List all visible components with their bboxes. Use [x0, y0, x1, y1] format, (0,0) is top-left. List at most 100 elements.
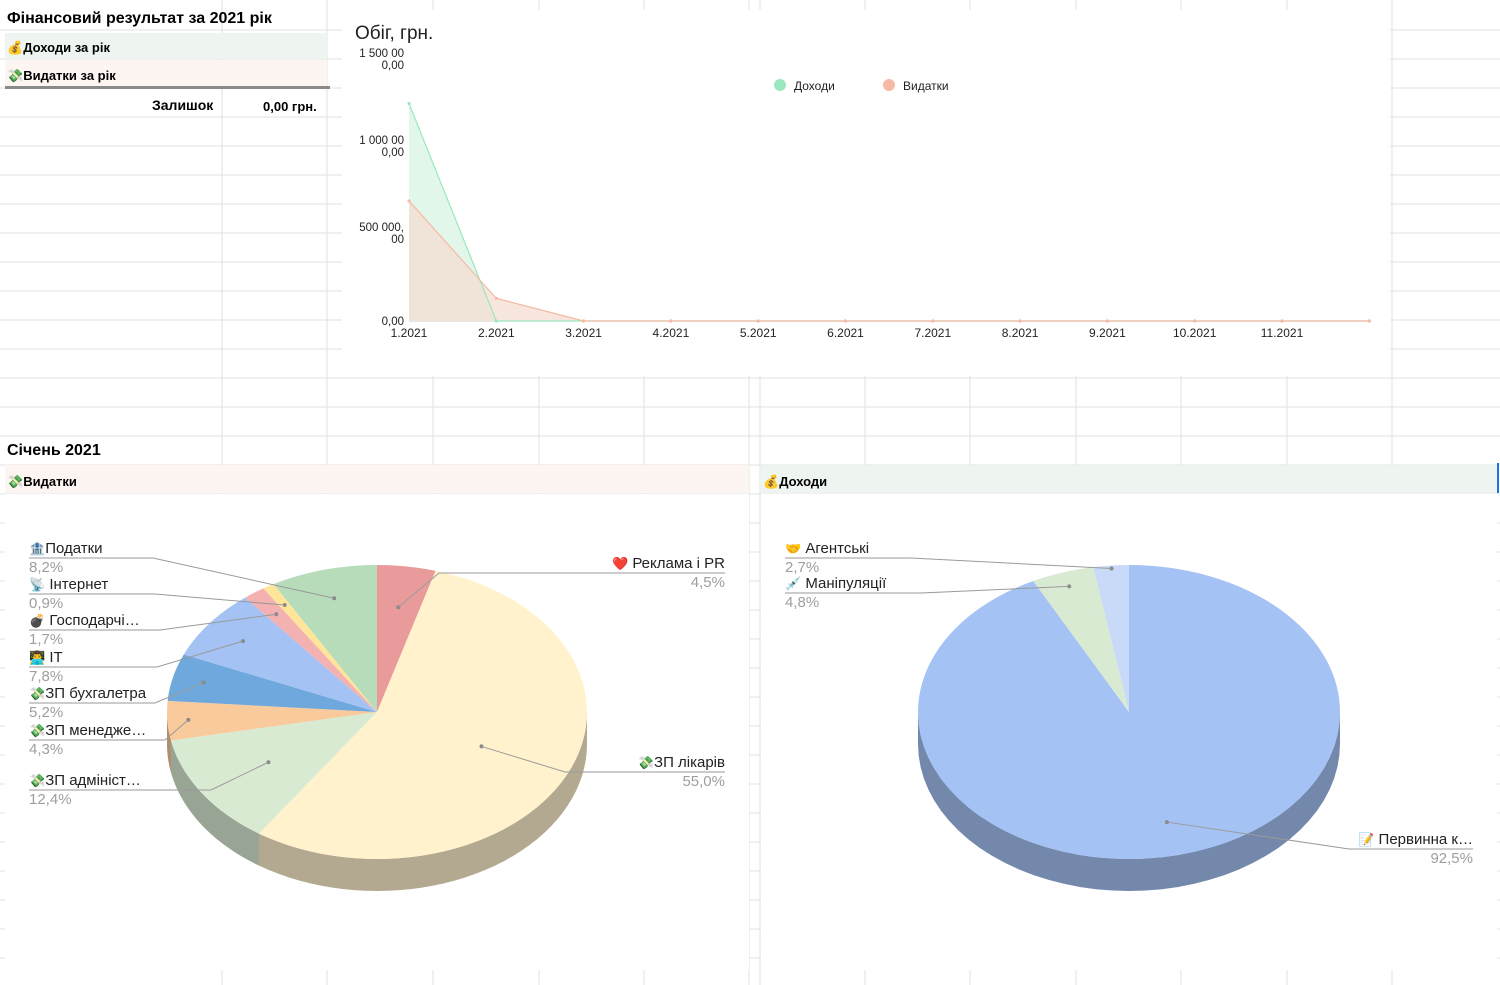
money-bag-icon: 💰 — [763, 474, 780, 489]
leader-line — [481, 745, 725, 773]
money-with-wings-icon: 💸 — [7, 68, 24, 83]
money-with-wings-icon: 💸 — [29, 686, 45, 701]
leader-line — [785, 557, 1112, 569]
slice-label: 👨‍💻 IT — [29, 649, 63, 666]
expense-series-point — [756, 319, 760, 323]
slice-label: 💸ЗП менедже… — [29, 722, 146, 739]
expense-row-underline — [5, 86, 330, 89]
legend-label: Видатки — [903, 79, 949, 93]
leader-line — [29, 557, 335, 599]
slice-label: 💸ЗП адмініст… — [29, 772, 141, 789]
x-tick-label: 7.2021 — [914, 326, 951, 340]
income-series-line — [408, 103, 1370, 322]
slice-percent: 4,8% — [785, 594, 819, 611]
y-tick-label: 0,00 — [382, 60, 404, 72]
expense-pie-panel[interactable]: ❤️ Реклама і PR 4,5% 💸ЗП лікарів 55,0% 💸ЗП а… — [5, 494, 749, 970]
income-series-point — [494, 319, 498, 323]
slice-label: ❤️ Реклама і PR — [612, 555, 725, 572]
legend-label: Доходи — [794, 79, 835, 93]
pie-slice — [918, 565, 1340, 859]
slice-label: 💉 Маніпуляції — [785, 575, 887, 592]
turnover-chart-panel[interactable]: Обіг, грн. 0,00 500 000, 00 1 000 00 0,00 1 50… — [342, 10, 1390, 376]
pie-side-wall — [170, 740, 259, 866]
expense-series-point — [582, 319, 586, 323]
slice-label: 📡 Інтернет — [29, 576, 108, 593]
syringe-icon: 💉 — [785, 576, 801, 591]
income-pie-chart: 📝 Первинна к… 92,5% 💉 Маніпуляції 4,8% 🤝 Аге… — [785, 540, 1473, 891]
slice-label: 📝 Первинна к… — [1358, 831, 1473, 848]
expense-series-line — [408, 200, 1370, 322]
income-row-label[interactable]: 💰Доходи за рік — [7, 40, 110, 55]
slice-label-text: ЗП бухгалетра — [45, 685, 147, 702]
heart-icon: ❤️ — [612, 556, 629, 571]
expense-series-point — [1105, 319, 1109, 323]
pie-slice — [258, 570, 587, 859]
expense-series-point — [494, 296, 498, 300]
leader-dot — [274, 612, 279, 617]
leader-line — [785, 585, 1070, 594]
leader-dot — [1067, 584, 1072, 589]
income-pie-panel[interactable]: 📝 Первинна к… 92,5% 💉 Маніпуляції 4,8% 🤝 Аге… — [761, 494, 1497, 970]
x-tick-label: 3.2021 — [565, 326, 602, 340]
y-tick-label: 500 000, — [359, 222, 404, 234]
slice-percent: 4,5% — [691, 574, 725, 591]
pie-slice — [170, 712, 377, 834]
slice-label: 🏦Податки — [29, 540, 103, 557]
satellite-icon: 📡 — [29, 576, 45, 592]
bank-icon: 🏦 — [29, 541, 45, 556]
x-tick-label: 1.2021 — [391, 326, 428, 340]
y-tick-label: 1 500 00 — [359, 48, 404, 60]
expense-series-point — [843, 319, 848, 323]
leader-line — [1166, 821, 1473, 850]
pie-side-wall — [258, 712, 587, 891]
pie-slice — [377, 565, 436, 712]
slice-label-text: Господарчі… — [45, 612, 140, 629]
slice-percent: 4,3% — [29, 741, 63, 758]
x-tick-label: 10.2021 — [1173, 326, 1217, 340]
income-header[interactable]: 💰Доходи — [763, 474, 828, 489]
expense-series-point — [1018, 319, 1022, 323]
slice-label: 💣 Господарчі… — [29, 612, 140, 629]
slice-label-text: IT — [45, 649, 63, 666]
balance-label: Залишок — [152, 97, 214, 113]
slice-percent: 7,8% — [29, 668, 63, 685]
leader-dot — [240, 639, 245, 644]
x-tick-label: 11.2021 — [1261, 326, 1304, 340]
technologist-icon: 👨‍💻 — [29, 650, 45, 665]
leader-line — [29, 593, 285, 606]
x-tick-label: 6.2021 — [827, 326, 864, 340]
slice-label-text: Первинна к… — [1374, 831, 1473, 848]
slice-label-text: Агентські — [801, 540, 869, 557]
expenses-header[interactable]: 💸Видатки — [7, 474, 77, 489]
income-series-area — [409, 103, 1370, 321]
balance-value[interactable]: 0,00 грн. — [263, 99, 317, 114]
selection-edge — [1497, 463, 1499, 493]
legend-marker — [774, 79, 786, 91]
slice-percent: 5,2% — [29, 704, 63, 721]
pie-slice — [245, 588, 377, 712]
leader-line — [29, 681, 204, 704]
summary-title: Фінансовий результат за 2021 рік — [7, 10, 272, 27]
leader-line — [29, 719, 189, 741]
money-with-wings-icon: 💸 — [7, 474, 24, 489]
leader-line — [397, 572, 725, 608]
slice-percent: 12,4% — [29, 791, 72, 808]
slice-label-text: ЗП менедже… — [45, 722, 146, 739]
expense-series-point — [407, 199, 411, 203]
bomb-icon: 💣 — [29, 613, 45, 629]
slice-label-text: Інтернет — [45, 576, 108, 593]
slice-label-text: ЗП лікарів — [654, 754, 725, 771]
memo-icon: 📝 — [1358, 832, 1374, 847]
slice-label-text: Податки — [45, 540, 102, 557]
x-tick-label: 9.2021 — [1089, 326, 1126, 340]
x-tick-label: 5.2021 — [740, 326, 777, 340]
x-tick-label: 4.2021 — [653, 326, 690, 340]
pie-side-wall — [167, 712, 171, 773]
money-with-wings-icon: 💸 — [29, 723, 45, 738]
x-tick-label: 2.2021 — [478, 326, 515, 340]
expense-row-label[interactable]: 💸Видатки за рік — [7, 68, 116, 83]
handshake-icon: 🤝 — [785, 541, 801, 556]
expense-series-point — [1193, 319, 1197, 323]
slice-label-text: ЗП адмініст… — [45, 772, 141, 789]
